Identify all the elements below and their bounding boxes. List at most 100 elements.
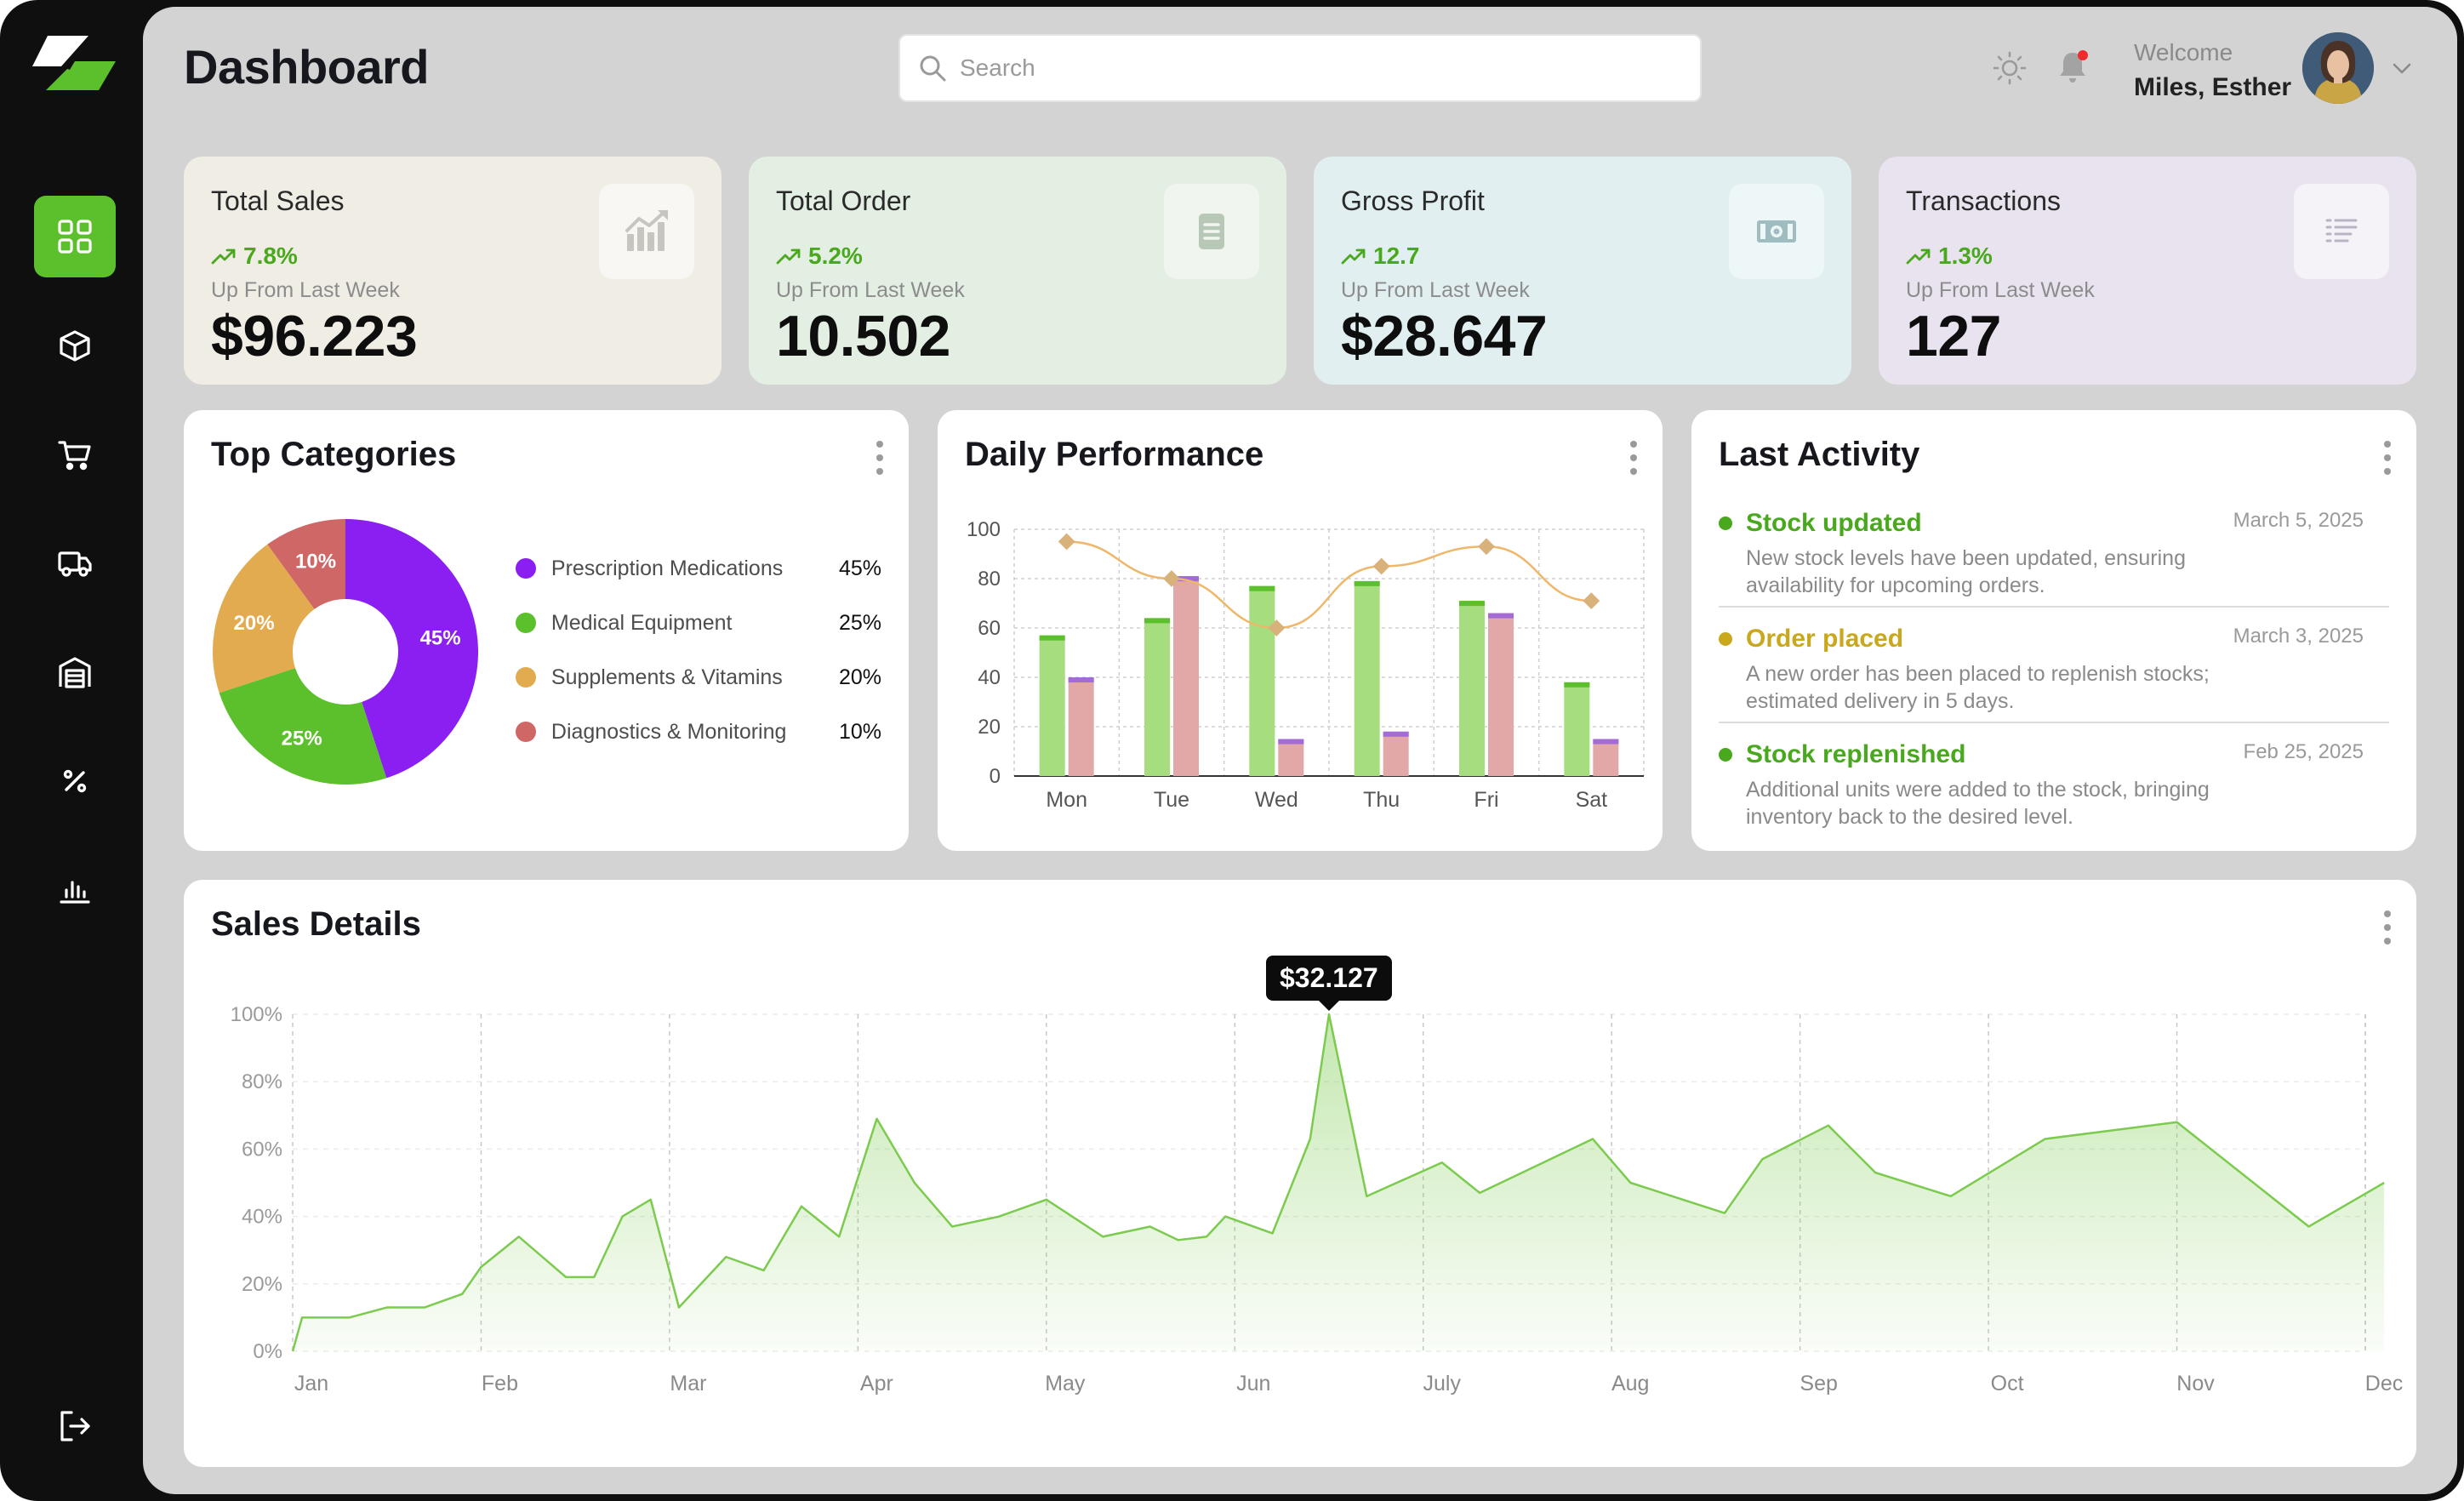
slice-label: 45% xyxy=(420,626,461,649)
activity-item[interactable]: Order placed March 3, 2025 A new order h… xyxy=(1719,625,2389,715)
bar xyxy=(1354,580,1380,776)
bar xyxy=(1383,731,1409,776)
sun-icon[interactable] xyxy=(1991,49,2028,87)
bar-cap xyxy=(1173,576,1199,582)
bar-cap xyxy=(1383,731,1409,737)
sidebar-item-products[interactable] xyxy=(34,305,116,386)
trend-up-icon xyxy=(1341,248,1366,265)
legend-value: 25% xyxy=(838,610,881,635)
activity-item[interactable]: Stock updated March 5, 2025 New stock le… xyxy=(1719,509,2389,599)
status-dot xyxy=(1719,748,1732,762)
y-tick-label: 20 xyxy=(978,716,1001,739)
activity-title: Stock updated xyxy=(1719,509,2389,538)
activity-title: Order placed xyxy=(1719,625,2389,653)
sidebar-item-reports[interactable] xyxy=(34,849,116,931)
y-tick-label: 40 xyxy=(978,666,1001,689)
stat-icon-box xyxy=(2294,184,2389,279)
legend-value: 45% xyxy=(838,556,881,580)
document-icon xyxy=(1199,214,1224,249)
more-options-icon[interactable] xyxy=(2382,910,2393,950)
pie-slice xyxy=(345,519,478,779)
activity-date: March 3, 2025 xyxy=(2233,625,2364,648)
divider xyxy=(1719,722,2389,723)
top-categories-card: Top Categories 45% 25% 20% 10% Prescription… xyxy=(184,410,909,851)
search-bar[interactable] xyxy=(898,34,1702,102)
sidebar xyxy=(0,0,143,1501)
stat-card-transactions[interactable]: Transactions 1.3% Up From Last Week 127 xyxy=(1879,157,2416,385)
sales-details-card: Sales Details 0% 20% 40% 60% 80% 100% Jan Feb Ma… xyxy=(184,880,2416,1467)
chart-tooltip: $32.127 xyxy=(1266,956,1392,1011)
stat-title: Transactions xyxy=(1906,185,2061,216)
sales-details-chart: 0% 20% 40% 60% 80% 100% Jan Feb Mar Apr May Jun July… xyxy=(231,1003,2404,1395)
welcome-text: Welcome xyxy=(2134,39,2233,66)
daily-performance-chart: 0 20 40 60 80 100 Mon Tue Wed Thu Fri Sat xyxy=(967,518,1645,812)
stat-change-value: 7.8% xyxy=(243,243,298,269)
y-tick-label: 60% xyxy=(242,1138,282,1161)
card-title: Top Categories xyxy=(211,436,457,473)
y-tick-label: 60 xyxy=(978,617,1001,640)
page-title: Dashboard xyxy=(184,40,430,94)
card-title: Last Activity xyxy=(1719,436,1920,473)
sidebar-item-discounts[interactable] xyxy=(34,740,116,822)
slice-label: 10% xyxy=(295,551,336,574)
y-tick-label: 0 xyxy=(990,765,1001,788)
slice-label: 25% xyxy=(282,728,322,750)
x-tick-label: Aug xyxy=(1611,1372,1649,1395)
sidebar-item-warehouse[interactable] xyxy=(34,631,116,713)
x-tick-label: Fri xyxy=(1474,788,1498,812)
bar-cap xyxy=(1039,635,1065,641)
bar xyxy=(1068,677,1094,776)
brand-logo[interactable] xyxy=(32,36,116,95)
legend-item: Medical Equipment 25% xyxy=(516,606,881,640)
sidebar-item-logout[interactable] xyxy=(34,1385,116,1467)
chevron-down-icon[interactable] xyxy=(2391,60,2413,77)
line-point xyxy=(1372,557,1390,575)
stat-subtitle: Up From Last Week xyxy=(1906,278,2095,302)
search-icon xyxy=(920,55,946,82)
bar-cap xyxy=(1068,677,1094,682)
x-tick-label: Nov xyxy=(2176,1372,2215,1395)
stat-value: $96.223 xyxy=(211,304,418,368)
search-input[interactable] xyxy=(960,54,1657,82)
trend-up-icon xyxy=(776,248,801,265)
bar-cap xyxy=(1249,585,1275,591)
user-name: Miles, Esther xyxy=(2134,73,2292,101)
trend-line xyxy=(1066,540,1592,630)
bar-cap xyxy=(1144,618,1170,624)
stat-title: Total Sales xyxy=(211,185,345,216)
more-options-icon[interactable] xyxy=(1628,441,1639,480)
activity-item[interactable]: Stock replenished Feb 25, 2025 Additiona… xyxy=(1719,740,2389,830)
donut-chart: 45% 25% 20% 10% xyxy=(213,519,478,785)
bell-icon[interactable] xyxy=(2054,48,2091,85)
x-tick-label: Dec xyxy=(2365,1372,2403,1395)
box-icon xyxy=(60,330,90,362)
stat-card-total-order[interactable]: Total Order 5.2% Up From Last Week 10.50… xyxy=(749,157,1286,385)
x-tick-label: Mar xyxy=(670,1372,706,1395)
divider xyxy=(1719,606,2389,608)
y-tick-label: 80% xyxy=(242,1070,282,1093)
sidebar-item-dashboard[interactable] xyxy=(34,196,116,277)
x-tick-label: Feb xyxy=(482,1372,518,1395)
bar-cap xyxy=(1354,580,1380,586)
list-icon xyxy=(2325,219,2358,243)
stat-card-total-sales[interactable]: Total Sales 7.8% Up From Last Week $96.2… xyxy=(184,157,722,385)
activity-title: Stock replenished xyxy=(1719,740,2389,769)
stat-change: 12.7 xyxy=(1341,243,1824,270)
x-tick-label: May xyxy=(1045,1372,1086,1395)
sidebar-item-delivery[interactable] xyxy=(34,522,116,604)
sidebar-item-orders[interactable] xyxy=(34,414,116,495)
stat-card-gross-profit[interactable]: Gross Profit 12.7 Up From Last Week $28.… xyxy=(1314,157,1851,385)
avatar[interactable] xyxy=(2302,32,2374,104)
pie-slice xyxy=(219,668,387,785)
chart-up-icon xyxy=(625,210,668,251)
legend-label: Diagnostics & Monitoring xyxy=(550,719,787,744)
percent-icon xyxy=(63,769,87,793)
legend-value: 10% xyxy=(838,719,881,744)
stat-subtitle: Up From Last Week xyxy=(211,278,400,302)
stat-title: Gross Profit xyxy=(1341,185,1485,216)
more-options-icon[interactable] xyxy=(2382,441,2393,480)
legend-item: Supplements & Vitamins 20% xyxy=(516,660,881,694)
more-options-icon[interactable] xyxy=(875,441,885,480)
card-title: Sales Details xyxy=(211,905,421,943)
